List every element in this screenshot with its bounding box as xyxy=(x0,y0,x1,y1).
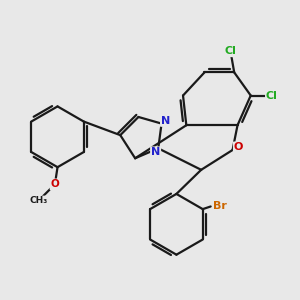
Text: O: O xyxy=(234,142,243,152)
Text: N: N xyxy=(161,116,170,126)
Text: Br: Br xyxy=(213,202,227,212)
Text: Cl: Cl xyxy=(225,46,237,56)
Text: Cl: Cl xyxy=(266,91,278,100)
Text: N: N xyxy=(151,147,160,157)
Text: O: O xyxy=(50,179,59,189)
Text: CH₃: CH₃ xyxy=(29,196,47,206)
